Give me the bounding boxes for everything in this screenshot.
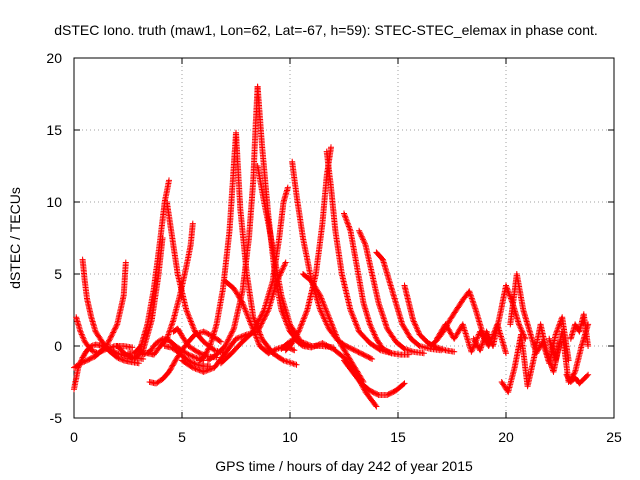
data-series-points: [433, 321, 509, 357]
data-series-points: [567, 311, 592, 349]
x-axis-label: GPS time / hours of day 242 of year 2015: [215, 458, 473, 474]
y-tick-label: 20: [46, 50, 62, 66]
x-tick-label: 15: [390, 429, 406, 445]
data-points: [71, 83, 592, 410]
y-axis-label: dSTEC / TECUs: [7, 187, 23, 289]
data-series-points: [79, 256, 142, 367]
data-series-points: [204, 83, 261, 364]
x-tick-label: 20: [498, 429, 514, 445]
data-series-points: [356, 227, 427, 357]
data-series-points: [161, 343, 214, 370]
y-tick-label: 15: [46, 122, 62, 138]
chart-title: dSTEC Iono. truth (maw1, Lon=62, Lat=-67…: [54, 22, 598, 38]
axis-tick-labels: 0 5 10 15 20 25 -5 0 5 10 15 20: [46, 50, 622, 445]
data-series-points: [546, 321, 592, 385]
axis-ticks: [73, 57, 615, 419]
y-tick-label: -5: [50, 410, 63, 426]
data-series-points: [401, 282, 458, 355]
data-series-points: [323, 148, 395, 357]
data-series-points: [341, 357, 408, 398]
data-series-points: [196, 129, 239, 364]
data-series-points: [373, 249, 445, 354]
data-series-points: [300, 271, 367, 385]
data-series-points: [144, 220, 196, 358]
x-tick-label: 5: [178, 429, 186, 445]
data-series-points: [73, 314, 136, 357]
y-tick-label: 0: [54, 338, 62, 354]
data-series-points: [217, 184, 291, 367]
data-series-points: [341, 210, 412, 358]
x-tick-label: 10: [282, 429, 298, 445]
x-tick-label: 0: [70, 429, 78, 445]
y-tick-label: 10: [46, 194, 62, 210]
plot-frame: [73, 57, 615, 419]
x-tick-label: 25: [606, 429, 622, 445]
y-tick-label: 5: [54, 266, 62, 282]
data-series-points: [563, 371, 592, 387]
